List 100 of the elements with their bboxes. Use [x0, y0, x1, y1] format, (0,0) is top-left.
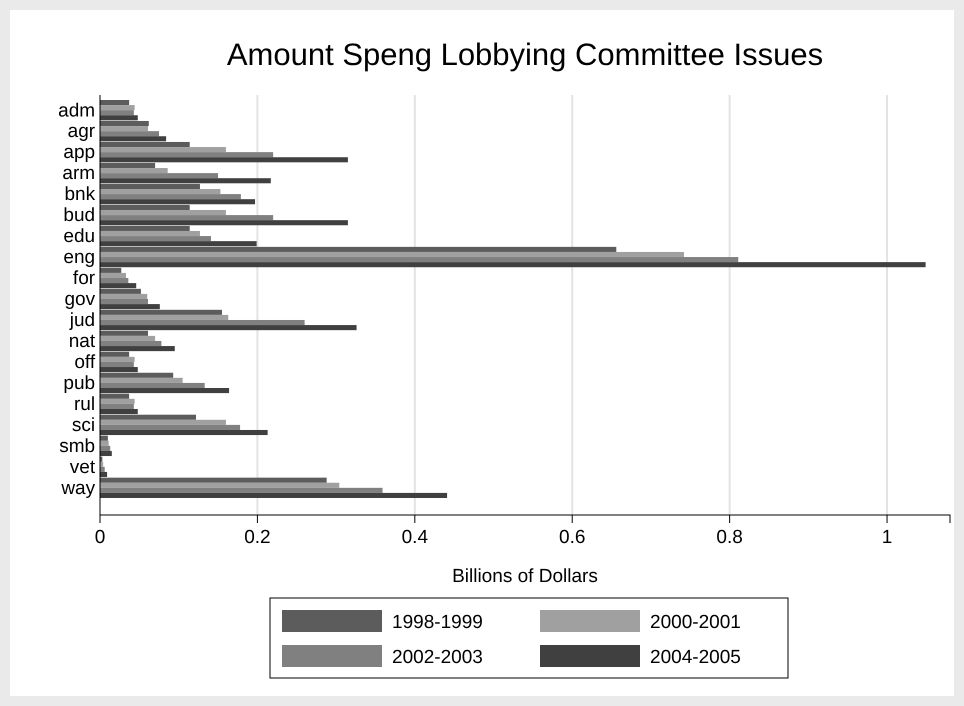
bar: [100, 294, 148, 299]
bar: [100, 268, 122, 273]
bar: [100, 340, 162, 346]
bar: [100, 194, 241, 200]
bar: [100, 272, 126, 278]
bar: [100, 362, 134, 368]
bar: [100, 226, 190, 231]
bar: [100, 420, 226, 425]
bar: [100, 388, 230, 394]
y-tick-label: nat: [68, 331, 96, 352]
bar: [100, 288, 141, 294]
chart-title: Amount Speng Lobbying Committee Issues: [226, 37, 824, 72]
bar: [100, 105, 135, 110]
bar: [100, 241, 257, 246]
bar: [100, 246, 616, 252]
bar: [100, 142, 190, 148]
y-tick-label: arm: [62, 163, 96, 184]
y-tick-label: way: [60, 478, 96, 499]
bar: [100, 189, 220, 194]
x-tick-label: 0.2: [244, 527, 271, 548]
bar: [100, 162, 156, 168]
bar: [100, 199, 256, 204]
y-tick-label: vet: [70, 456, 96, 478]
bar: [100, 378, 183, 383]
bar: [100, 262, 926, 268]
bar: [100, 336, 156, 341]
bar: [100, 482, 340, 488]
x-tick-label: 0.4: [402, 527, 428, 548]
bar: [100, 215, 274, 220]
bar: [100, 414, 196, 420]
bar: [100, 304, 160, 310]
x-tick-label: 1: [882, 527, 892, 548]
bar: [100, 408, 138, 414]
text: 2002-2003: [392, 647, 483, 668]
x-tick-label: 0.6: [559, 527, 586, 548]
bar: [100, 252, 684, 258]
bar: [100, 478, 327, 483]
bar: [100, 136, 166, 142]
bar: [100, 220, 348, 226]
bar: [100, 236, 211, 242]
bar: [100, 110, 134, 116]
x-tick-label: 0.8: [716, 527, 743, 548]
bar: [100, 152, 274, 158]
bar: [100, 320, 305, 326]
bar: [100, 488, 383, 493]
text: 2000-2001: [650, 612, 741, 633]
y-tick-label: for: [72, 268, 96, 290]
bar: [100, 115, 138, 120]
bar: [100, 356, 135, 362]
bar: [100, 131, 160, 136]
bar: [100, 346, 175, 352]
bar: [100, 120, 149, 126]
text: 2004-2005: [650, 647, 741, 668]
bar: [100, 310, 222, 315]
bar: [100, 173, 218, 178]
bar: [100, 314, 228, 320]
y-tick-label: bud: [63, 205, 96, 226]
bar: [100, 178, 271, 184]
y-tick-label: sci: [72, 414, 96, 436]
y-tick-label: off: [74, 352, 96, 374]
y-tick-label: adm: [58, 100, 96, 122]
y-tick-label: jud: [68, 310, 96, 332]
y-tick-label: edu: [63, 226, 96, 248]
y-tick-label: smb: [59, 436, 96, 457]
bar: [100, 100, 130, 106]
bar: [100, 352, 130, 357]
y-tick-label: agr: [68, 121, 96, 142]
y-tick-label: pub: [63, 373, 96, 394]
bar: [100, 450, 112, 456]
bar: [100, 299, 148, 304]
bar: [100, 424, 240, 430]
bar: [100, 492, 448, 498]
x-axis-title: Billions of Dollars: [452, 566, 598, 587]
x-tick-label: 0: [94, 527, 106, 548]
y-tick-label: rul: [74, 394, 96, 415]
y-tick-label: app: [63, 142, 96, 164]
bar: [100, 147, 226, 152]
bar: [100, 325, 357, 330]
text: 1998-1999: [392, 612, 483, 633]
y-tick-label: gov: [64, 289, 96, 310]
bar: [100, 398, 135, 404]
bar: [100, 257, 738, 262]
bar: [100, 126, 148, 132]
bar: [100, 446, 110, 451]
bar: [100, 204, 190, 210]
bar: [100, 430, 268, 436]
bar: [100, 382, 205, 388]
bar: [100, 210, 226, 216]
bar: [100, 278, 128, 284]
bar: [100, 404, 134, 409]
bar: [100, 230, 200, 236]
bar: [100, 184, 200, 190]
bar: [100, 472, 108, 478]
bar: [100, 367, 138, 372]
bar: [100, 283, 136, 288]
bar: [100, 440, 109, 446]
y-tick-label: eng: [63, 247, 96, 268]
bar: [100, 372, 174, 378]
y-tick-label: bnk: [64, 184, 96, 206]
bar: [100, 394, 130, 399]
